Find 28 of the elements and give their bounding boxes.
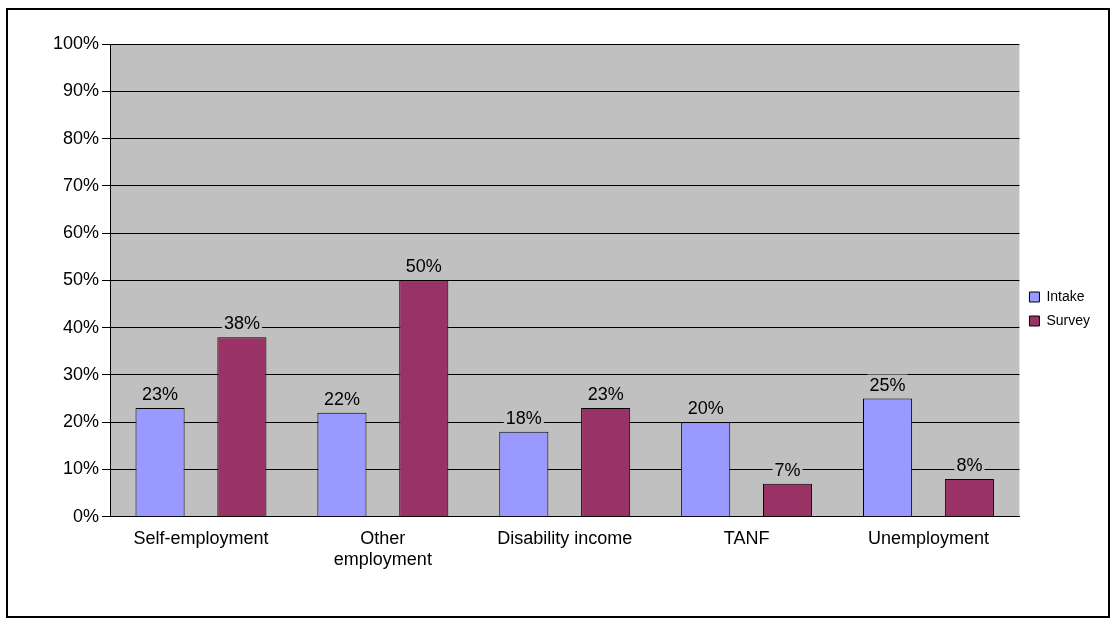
text: 20% [687,398,724,419]
text: 22% [323,388,360,409]
legend-label: Survey [1046,311,1091,328]
x-tick-label: Other employment [333,527,432,570]
y-tick-label: 60% [63,222,100,243]
y-tick-label: 10% [63,458,100,479]
y-tick-label: 70% [63,174,100,195]
y-tick-label: 90% [63,80,100,101]
y-tick-label: 20% [63,411,100,432]
y-tick-label: 50% [63,269,100,290]
y-tick-label: 80% [63,127,100,148]
x-tick-label: Self-employment [133,527,269,548]
y-tick-label: 30% [63,363,100,384]
x-tick-label: Unemployment [867,527,990,548]
text: 23% [587,384,624,405]
text: 8% [956,454,983,475]
legend-label: Intake [1046,287,1085,304]
x-tick-label: TANF [723,527,770,548]
y-tick-label: 0% [73,505,100,526]
text: 23% [142,384,179,405]
x-tick-label: Disability income [497,527,633,548]
y-tick-label: 40% [63,316,100,337]
text: 25% [869,374,906,395]
text: 7% [774,459,801,480]
text: 38% [223,313,260,334]
text: 18% [505,407,542,428]
text: 50% [405,256,442,277]
y-tick-label: 100% [52,32,100,53]
